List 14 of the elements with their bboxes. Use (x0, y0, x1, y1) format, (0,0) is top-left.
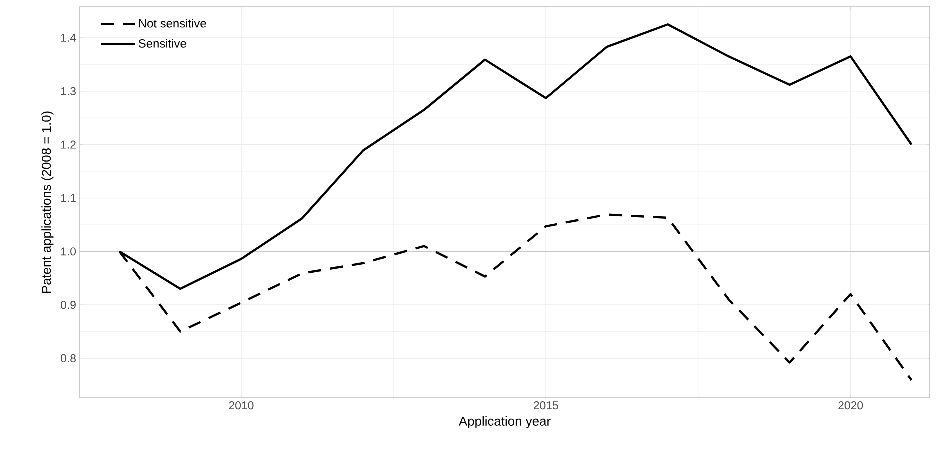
y-tick-label: 1.1 (61, 194, 76, 202)
y-tick-label: 1.4 (61, 34, 76, 42)
y-tick-label: 1.0 (61, 248, 76, 256)
legend-label: Not sensitive (139, 19, 206, 28)
x-axis-title: Application year (458, 416, 551, 429)
x-tick-label: 2015 (534, 402, 558, 410)
x-tick-label: 2020 (838, 402, 864, 410)
y-axis-title: Patent applications (2008 = 1.0) (42, 112, 54, 294)
y-tick-label: 0.8 (61, 354, 76, 363)
x-tick-label: 2010 (229, 402, 254, 410)
y-tick-label: 0.9 (61, 301, 76, 310)
y-tick-label: 1.2 (61, 140, 76, 149)
legend-label: Sensitive (138, 39, 186, 48)
y-tick-label: 1.3 (61, 87, 76, 96)
